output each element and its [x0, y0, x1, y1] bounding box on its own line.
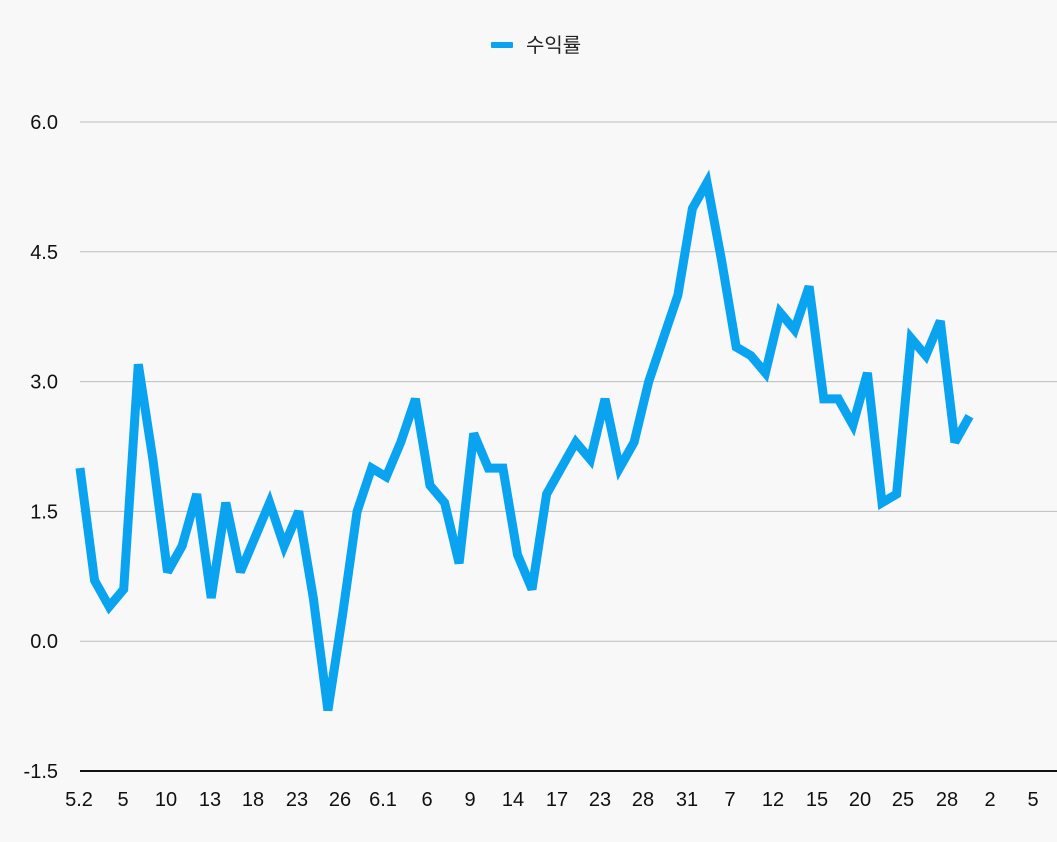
- y-tick-label: 6.0: [30, 112, 58, 134]
- x-tick-label: 31: [676, 789, 698, 811]
- x-tick-label: 12: [762, 789, 784, 811]
- x-tick-label: 20: [849, 789, 871, 811]
- x-tick-label: 28: [936, 789, 958, 811]
- x-tick-label: 25: [892, 789, 914, 811]
- x-tick-label: 6.1: [369, 789, 397, 811]
- x-tick-label: 9: [464, 789, 475, 811]
- y-tick-label: 1.5: [30, 501, 58, 523]
- x-tick-label: 26: [329, 789, 351, 811]
- x-tick-label: 18: [242, 789, 264, 811]
- legend-swatch: [491, 42, 513, 48]
- x-tick-label: 28: [632, 789, 654, 811]
- x-tick-label: 5.2: [65, 789, 93, 811]
- x-tick-label: 13: [199, 789, 221, 811]
- x-tick-label: 5: [1027, 789, 1038, 811]
- grid: [80, 121, 1057, 642]
- x-tick-label: 17: [546, 789, 568, 811]
- x-tick-label: 5: [117, 789, 128, 811]
- series-group: [75, 169, 974, 712]
- x-axis-ticks: 5.2 5 10 13 18 23 26 6.1 6 9 14 17 23 28 31 7 12 15 20 25 28…: [65, 789, 1038, 811]
- y-tick-label: -1.5: [24, 761, 58, 783]
- y-tick-label: 3.0: [30, 372, 58, 394]
- y-tick-label: 0.0: [30, 631, 58, 653]
- y-axis-ticks: 6.0 4.5 3.0 1.5 0.0 -1.5: [24, 112, 58, 783]
- legend-label: 수익률: [526, 33, 581, 57]
- x-tick-label: 7: [724, 789, 735, 811]
- x-tick-label: 14: [502, 789, 524, 811]
- y-tick-label: 4.5: [30, 242, 58, 264]
- series-line: [75, 169, 974, 712]
- x-tick-label: 15: [806, 789, 828, 811]
- x-tick-label: 6: [421, 789, 432, 811]
- legend: 수익률: [491, 33, 581, 57]
- x-tick-label: 2: [984, 789, 995, 811]
- x-tick-label: 10: [155, 789, 177, 811]
- x-tick-label: 23: [286, 789, 308, 811]
- x-tick-label: 23: [589, 789, 611, 811]
